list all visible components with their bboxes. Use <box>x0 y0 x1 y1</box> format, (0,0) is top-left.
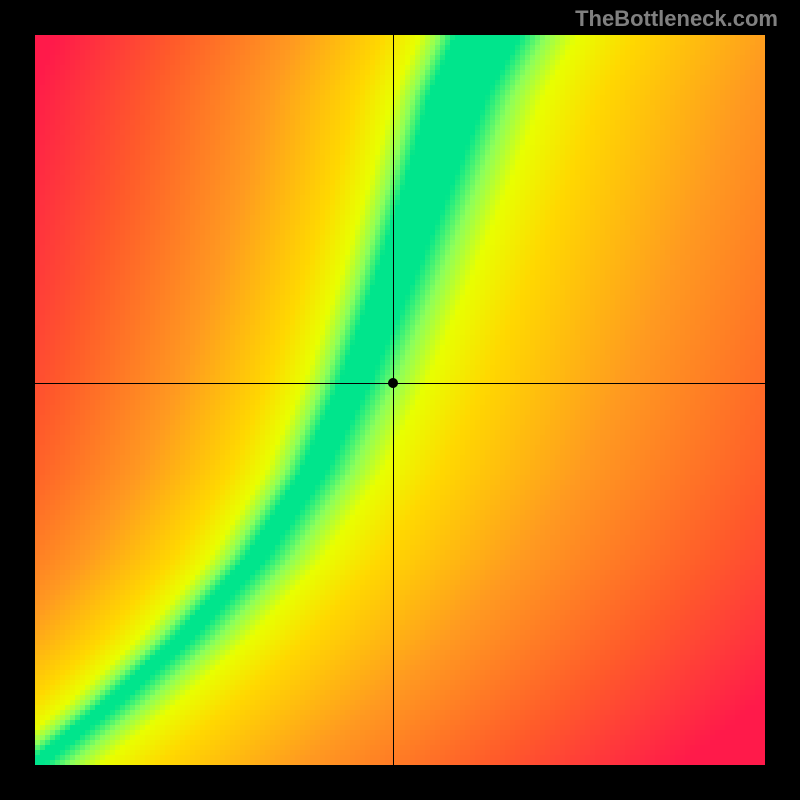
heatmap-canvas <box>35 35 765 765</box>
watermark-text: TheBottleneck.com <box>575 6 778 32</box>
root-container: TheBottleneck.com <box>0 0 800 800</box>
heatmap-plot <box>35 35 765 765</box>
